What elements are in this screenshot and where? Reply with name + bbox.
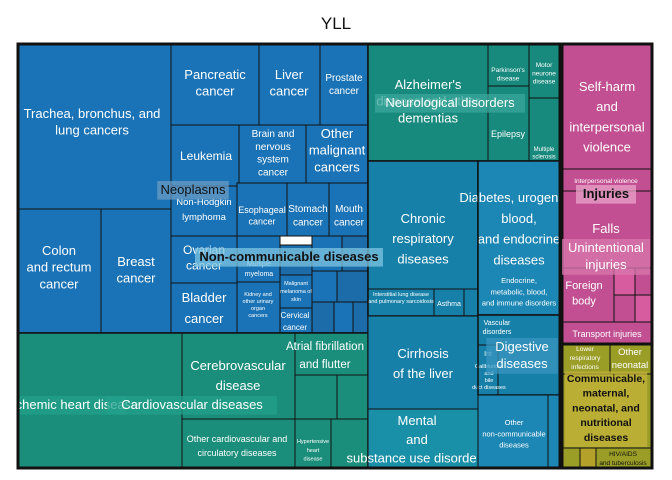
group-communicable-label-bg bbox=[564, 371, 648, 447]
group-cardio-main-label: Cardiovascular diseases bbox=[121, 397, 263, 412]
cell-esophageal-label: Esophageal cancer bbox=[238, 205, 286, 227]
cell-other-ncd bbox=[477, 394, 549, 469]
group-ncd-label-bg bbox=[195, 248, 383, 267]
cell-pancreatic-label: Pancreatic cancer bbox=[184, 67, 246, 99]
cell-nhl-label: Non-Hodgkin lymphoma bbox=[176, 197, 231, 223]
cell-kidney-label: Kidney and other urinary organ cancers bbox=[243, 292, 274, 319]
cell-small-com-1 bbox=[561, 447, 581, 469]
cell-bladder bbox=[170, 282, 238, 334]
cell-pancreatic bbox=[170, 43, 260, 126]
cell-kidney bbox=[236, 281, 281, 334]
cell-small-com-2 bbox=[579, 447, 597, 469]
cell-afib bbox=[294, 332, 369, 376]
cell-lri-label: Lower respiratory infections bbox=[570, 346, 601, 371]
cell-ild-label: Interstitial lung disease and pulmonary s… bbox=[368, 292, 434, 305]
cell-cirrhosis bbox=[367, 315, 479, 410]
cell-other-cardio bbox=[181, 418, 296, 469]
cell-hypertensive-label: Hypertensive heart disease bbox=[297, 439, 329, 463]
cell-mental-label: Mental and substance use disorders bbox=[347, 413, 488, 466]
group-ncd bbox=[16, 42, 562, 470]
cell-endocrine-label: Endocrine, metabolic, blood, and immune di… bbox=[482, 276, 556, 308]
group-cardio-label: Ischemic heart disease bbox=[6, 397, 139, 412]
cell-afib-label: Atrial fibrillation and flutter bbox=[286, 341, 364, 371]
cell-cerebro-label: Cerebrovascular disease bbox=[190, 358, 286, 393]
cell-interpersonal-label: Interpersonal violence bbox=[574, 178, 638, 185]
group-communicable-label: Communicable, maternal, neonatal, and nutri… bbox=[567, 373, 645, 444]
cell-other-malignant-label: Other malignant cancers bbox=[309, 126, 366, 174]
cell-diabetes-label: Diabetes, urogenital, blood, and endocrine… bbox=[459, 190, 578, 267]
cell-transport-label: Transport injuries bbox=[572, 329, 642, 339]
cell-hypertensive bbox=[294, 418, 332, 469]
cell-small-cv-2 bbox=[336, 374, 369, 420]
cell-hiv-label: HIV/AIDS and tuberculosis bbox=[599, 451, 647, 467]
group-neoplasms-label: Neoplasms bbox=[160, 182, 226, 197]
cell-liver-cancer-label: Liver cancer bbox=[269, 67, 309, 99]
cell-digestive-label: Digestive diseases bbox=[495, 339, 548, 371]
cell-small-neo-6 bbox=[311, 301, 335, 334]
cell-brain-label: Brain and nervous system cancer bbox=[252, 129, 295, 178]
cell-asthma-label: Asthma bbox=[437, 301, 461, 308]
cell-mouth bbox=[328, 182, 369, 237]
cell-small-neo-7 bbox=[333, 301, 354, 334]
cell-selfharm bbox=[561, 43, 653, 170]
cell-small-neo-4 bbox=[311, 270, 338, 303]
cell-leukemia-label: Leukemia bbox=[180, 149, 232, 163]
group-cardio-label-bg bbox=[18, 396, 126, 415]
cell-parkinson-label: Parkinson's disease bbox=[491, 67, 525, 82]
cell-ild bbox=[367, 288, 435, 317]
cell-diabetes bbox=[477, 160, 561, 316]
cell-chronic-resp-label: Chronic respiratory diseases bbox=[392, 211, 454, 266]
cell-colon-label: Colon and rectum cancer bbox=[26, 243, 91, 291]
cell-digestive-label-bg bbox=[486, 338, 558, 374]
group-unintentional-label: Unintentional injuries bbox=[568, 240, 644, 272]
cell-ms-label: Multiple sclerosis bbox=[532, 147, 555, 161]
group-injuries-label-bg bbox=[576, 185, 636, 204]
cell-bladder-label: Bladder cancer bbox=[182, 290, 227, 326]
cell-liver-cancer bbox=[258, 43, 321, 126]
cell-other-cardio-label: Other cardiovascular and circulatory dise… bbox=[187, 434, 288, 458]
cell-small-ncd bbox=[547, 394, 561, 469]
cell-lung-label: Trachea, bronchus, and lung cancers bbox=[24, 106, 161, 138]
cell-leukemia bbox=[170, 124, 240, 187]
group-communicable bbox=[560, 342, 654, 470]
cell-mouth-label: Mouth cancer bbox=[334, 204, 365, 229]
group-ncd-label: Non-communicable diseases bbox=[199, 249, 378, 264]
cell-mnd-label: Motor neurone disease bbox=[532, 62, 556, 86]
cell-small-cv-1 bbox=[294, 374, 338, 420]
cell-small-neo-5 bbox=[336, 270, 369, 303]
cell-breast-label: Breast cancer bbox=[116, 254, 156, 286]
cell-small-resp bbox=[463, 288, 479, 317]
cell-unintentional bbox=[561, 267, 615, 323]
cell-small-cv-3 bbox=[330, 418, 369, 469]
cell-stomach bbox=[286, 182, 330, 237]
group-injuries-label: Injuries bbox=[583, 186, 629, 201]
cell-other-neonatal-label: Other neonatal bbox=[612, 347, 648, 371]
cell-foreign-label: Foreign body bbox=[565, 280, 602, 307]
cell-other-neonatal bbox=[609, 343, 653, 375]
cell-stomach-label: Stomach cancer bbox=[288, 204, 327, 229]
cell-prostate bbox=[319, 43, 369, 126]
cell-small-neo-8 bbox=[352, 301, 369, 334]
group-neoplasms-label-bg bbox=[157, 181, 229, 200]
chart-title: YLL bbox=[320, 14, 352, 33]
cell-cervical-label: Cervical cancer bbox=[281, 311, 310, 332]
cell-cirrhosis-label: Cirrhosis of the liver bbox=[393, 346, 454, 381]
cell-vascular-label: Vascular disorders bbox=[483, 320, 512, 336]
cell-epilepsy-label: Epilepsy bbox=[491, 129, 526, 139]
cell-selfharm-label: Self-harm and interpersonal violence bbox=[569, 79, 644, 154]
cell-small-inj-3 bbox=[613, 294, 636, 323]
cell-prostate-label: Prostate cancer bbox=[325, 73, 363, 97]
group-cardio-main-label-bg bbox=[107, 396, 277, 415]
cell-other-ncd-label: Other non-communicable diseases bbox=[482, 418, 545, 450]
cell-small-inj-4 bbox=[634, 294, 653, 323]
cell-melanoma-label: Malignant melanoma of skin bbox=[280, 281, 312, 303]
group-neuro-label: Neurological disorders bbox=[385, 95, 515, 110]
cell-falls-label: Falls bbox=[592, 221, 620, 236]
group-unintentional-label-bg bbox=[562, 239, 650, 275]
cell-melanoma bbox=[279, 274, 313, 309]
group-neuro-label-bg bbox=[375, 94, 525, 113]
